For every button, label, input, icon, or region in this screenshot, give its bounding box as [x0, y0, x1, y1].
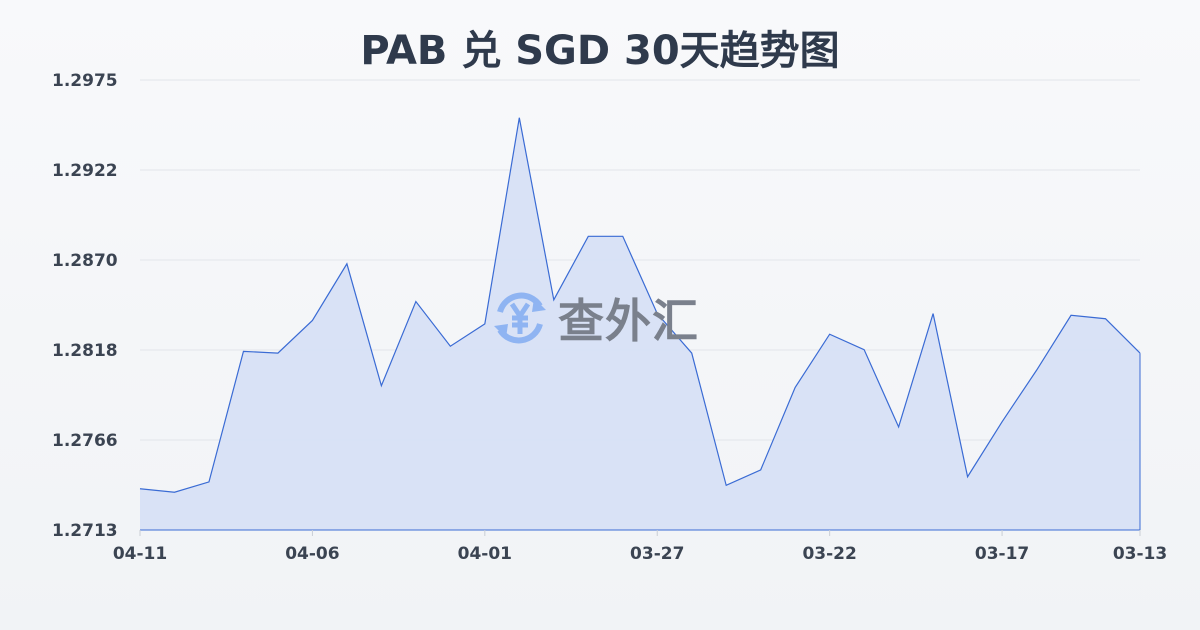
y-tick-label: 1.2870	[52, 251, 118, 271]
area-fill	[140, 117, 1140, 531]
watermark-text: 查外汇	[558, 294, 699, 348]
x-tick-label: 04-01	[458, 544, 512, 564]
y-tick-label: 1.2922	[52, 161, 118, 181]
yen-exchange-icon	[494, 292, 546, 344]
x-tick-label: 03-13	[1113, 544, 1167, 564]
x-tick-label: 04-06	[285, 544, 339, 564]
x-tick-label: 03-27	[630, 544, 684, 564]
series-line	[139, 117, 1141, 493]
chart-title: PAB 兑 SGD 30天趋势图	[360, 28, 840, 74]
y-tick-label: 1.2766	[52, 431, 118, 451]
x-tick-label: 03-22	[802, 544, 856, 564]
y-tick-label: 1.2975	[52, 71, 118, 91]
watermark: 查外汇	[490, 285, 699, 351]
x-tick-label: 03-17	[975, 544, 1029, 564]
y-tick-label: 1.2818	[52, 341, 118, 361]
y-tick-label: 1.2713	[52, 521, 118, 541]
x-tick-label: 04-11	[113, 544, 167, 564]
